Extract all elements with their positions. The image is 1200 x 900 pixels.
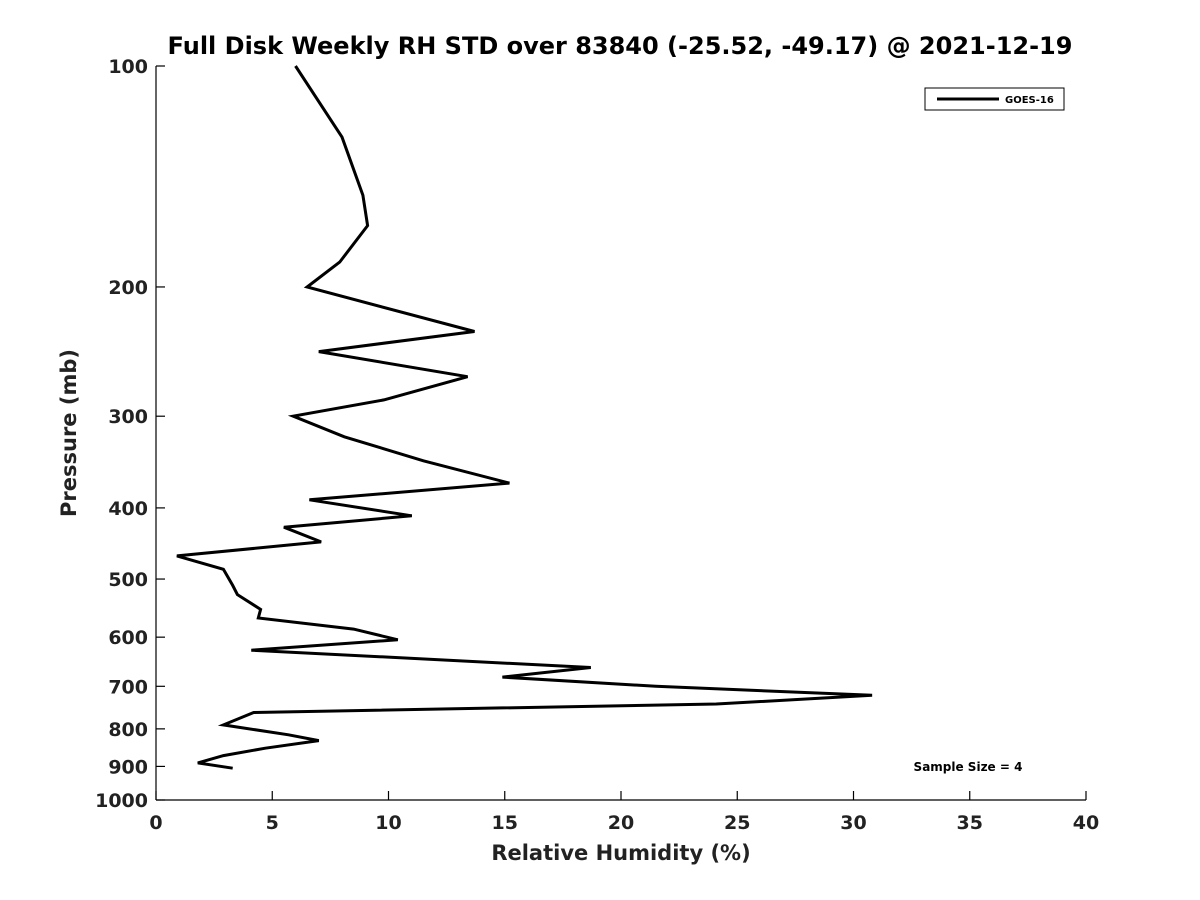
y-tick-label: 700 <box>108 676 148 698</box>
x-tick-label: 0 <box>149 812 162 834</box>
x-tick-label: 40 <box>1073 812 1099 834</box>
x-ticks: 0 5 10 15 20 25 30 35 40 <box>149 791 1099 834</box>
series-line-goes16 <box>176 65 873 770</box>
legend-label: GOES-16 <box>1005 95 1054 106</box>
y-tick-label: 1000 <box>95 790 148 812</box>
x-tick-label: 20 <box>608 812 634 834</box>
y-tick-label: 100 <box>108 56 148 78</box>
x-tick-label: 25 <box>724 812 750 834</box>
legend: GOES-16 <box>924 87 1065 111</box>
x-tick-label: 15 <box>492 812 518 834</box>
y-ticks: 100 200 300 400 500 600 700 800 900 1000 <box>95 56 165 812</box>
sample-size-annotation: Sample Size = 4 <box>914 760 1023 774</box>
y-tick-label: 800 <box>108 719 148 741</box>
chart-title: Full Disk Weekly RH STD over 83840 (-25.… <box>168 32 1073 60</box>
x-tick-label: 35 <box>957 812 983 834</box>
y-axis-label: Pressure (mb) <box>57 349 81 517</box>
y-tick-label: 600 <box>108 627 148 649</box>
x-tick-label: 10 <box>375 812 401 834</box>
y-tick-label: 400 <box>108 498 148 520</box>
y-tick-label: 500 <box>108 569 148 591</box>
plot-area: 0 5 10 15 20 25 30 35 40 100 200 300 400 500 600 700 80… <box>95 56 1099 834</box>
x-tick-label: 30 <box>840 812 866 834</box>
y-tick-label: 900 <box>108 756 148 778</box>
x-axis-label: Relative Humidity (%) <box>491 841 750 865</box>
y-tick-label: 300 <box>108 406 148 428</box>
x-tick-label: 5 <box>266 812 279 834</box>
y-tick-label: 200 <box>108 277 148 299</box>
